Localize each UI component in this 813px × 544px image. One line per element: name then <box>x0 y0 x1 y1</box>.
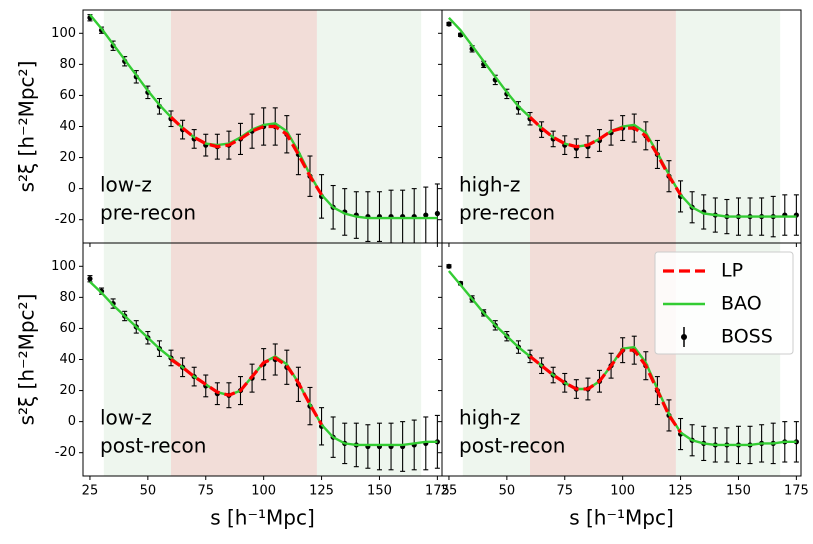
x-axis-label: s [h⁻¹Mpc] <box>210 506 315 530</box>
shaded-region <box>675 10 781 243</box>
x-tick-label: 125 <box>309 484 334 499</box>
plot-area <box>87 10 440 243</box>
panel-label: high-z <box>459 173 520 197</box>
y-axis-label: s²ξ [h⁻²Mpc²] <box>15 294 39 426</box>
x-axis-label: s [h⁻¹Mpc] <box>569 506 674 530</box>
panel-label: high-z <box>459 406 520 430</box>
data-point <box>434 210 440 217</box>
data-point <box>446 263 452 269</box>
y-axis-label: s²ξ [h⁻²Mpc²] <box>15 61 39 193</box>
data-point <box>87 276 93 282</box>
y-tick-label: 20 <box>59 150 76 165</box>
data-point <box>423 212 429 218</box>
curve <box>88 13 438 220</box>
y-tick-label: 60 <box>59 321 76 336</box>
panel-label: low-z <box>100 173 152 197</box>
curve <box>169 116 323 196</box>
y-tick-label: 60 <box>59 88 76 103</box>
panel-label: pre-recon <box>459 201 555 225</box>
curve <box>528 116 682 196</box>
legend-box <box>654 251 794 355</box>
y-tick-label: -20 <box>55 445 76 460</box>
y-tick-label: 20 <box>59 383 76 398</box>
y-tick-label: 100 <box>51 259 76 274</box>
curve <box>448 16 797 218</box>
shaded-region <box>171 243 317 476</box>
y-tick-label: 80 <box>59 290 76 305</box>
x-tick-label: 25 <box>441 484 458 499</box>
plot-area <box>87 243 440 476</box>
shaded-region <box>462 243 531 476</box>
panel-label: post-recon <box>100 434 206 458</box>
y-tick-label: 80 <box>59 57 76 72</box>
x-tick-label: 75 <box>197 484 214 499</box>
x-tick-label: 175 <box>784 484 809 499</box>
shaded-region <box>530 10 676 243</box>
shaded-region <box>171 10 317 243</box>
x-tick-label: 150 <box>726 484 751 499</box>
y-tick-label: 0 <box>68 181 76 196</box>
x-tick-label: 175 <box>425 484 450 499</box>
x-tick-label: 150 <box>367 484 392 499</box>
shaded-region <box>103 243 172 476</box>
shaded-region <box>530 243 676 476</box>
y-tick-label: 100 <box>51 26 76 41</box>
x-tick-label: 50 <box>140 484 157 499</box>
x-tick-label: 25 <box>82 484 99 499</box>
panel-label: low-z <box>100 406 152 430</box>
y-tick-label: -20 <box>55 212 76 227</box>
x-tick-label: 125 <box>668 484 693 499</box>
shaded-region <box>316 243 422 476</box>
y-tick-label: 40 <box>59 119 76 134</box>
x-tick-label: 50 <box>499 484 516 499</box>
panel-label: post-recon <box>459 434 565 458</box>
legend-swatch <box>681 334 687 340</box>
panel-label: pre-recon <box>100 201 196 225</box>
plot-area <box>446 10 799 243</box>
x-tick-label: 100 <box>251 484 276 499</box>
y-tick-label: 0 <box>68 414 76 429</box>
y-tick-label: 40 <box>59 352 76 367</box>
x-tick-label: 75 <box>556 484 573 499</box>
legend-label: LP <box>721 260 743 282</box>
legend-label: BOSS <box>721 326 773 348</box>
data-point <box>446 21 452 27</box>
shaded-region <box>316 10 422 243</box>
legend-label: BAO <box>721 293 762 315</box>
curve <box>528 348 682 434</box>
curve <box>170 356 323 426</box>
x-tick-label: 100 <box>610 484 635 499</box>
shaded-region <box>103 10 172 243</box>
